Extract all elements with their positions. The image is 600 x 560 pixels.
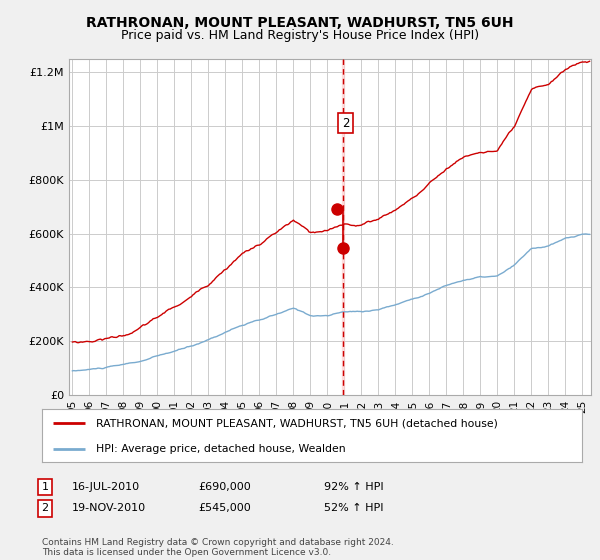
- Text: RATHRONAN, MOUNT PLEASANT, WADHURST, TN5 6UH: RATHRONAN, MOUNT PLEASANT, WADHURST, TN5…: [86, 16, 514, 30]
- Text: 2: 2: [342, 117, 349, 130]
- Text: RATHRONAN, MOUNT PLEASANT, WADHURST, TN5 6UH (detached house): RATHRONAN, MOUNT PLEASANT, WADHURST, TN5…: [96, 418, 498, 428]
- Bar: [342, 59, 344, 395]
- Text: 19-NOV-2010: 19-NOV-2010: [72, 503, 146, 514]
- Text: 1: 1: [41, 482, 49, 492]
- Text: HPI: Average price, detached house, Wealden: HPI: Average price, detached house, Weal…: [96, 444, 346, 454]
- Text: £690,000: £690,000: [198, 482, 251, 492]
- Text: Contains HM Land Registry data © Crown copyright and database right 2024.
This d: Contains HM Land Registry data © Crown c…: [42, 538, 394, 557]
- Text: 2: 2: [41, 503, 49, 514]
- Text: 52% ↑ HPI: 52% ↑ HPI: [324, 503, 383, 514]
- Text: 16-JUL-2010: 16-JUL-2010: [72, 482, 140, 492]
- Text: Price paid vs. HM Land Registry's House Price Index (HPI): Price paid vs. HM Land Registry's House …: [121, 29, 479, 42]
- Text: £545,000: £545,000: [198, 503, 251, 514]
- Text: 92% ↑ HPI: 92% ↑ HPI: [324, 482, 383, 492]
